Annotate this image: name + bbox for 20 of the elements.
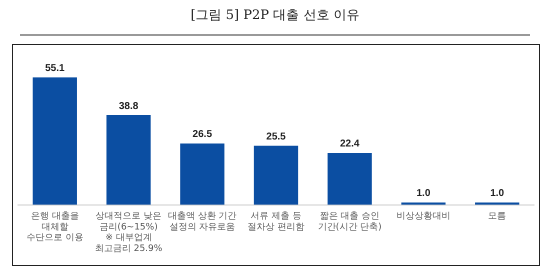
- x-tick-label: 대출액 상환 기간 설정의 자유로움: [168, 212, 237, 232]
- x-tick-label: 모름: [488, 212, 506, 222]
- bar: [328, 152, 372, 205]
- x-tick-label: 상대적으로 낮은 금리(6~15%) ※ 대부업계 최고금리 25.9%: [94, 212, 163, 254]
- data-label: 55.1: [45, 63, 66, 74]
- bar: [106, 115, 151, 205]
- bar: [180, 143, 224, 205]
- x-tick-label: 짧은 대출 승인 기간(시간 단축): [318, 212, 382, 232]
- data-label: 38.8: [118, 100, 139, 112]
- bar: [254, 146, 298, 205]
- data-label: 1.0: [490, 188, 505, 200]
- data-label: 1.0: [416, 188, 431, 200]
- data-label: 26.5: [192, 129, 212, 140]
- chart-title: [그림 5] P2P 대출 선호 이유: [190, 7, 360, 24]
- data-label: 25.5: [266, 132, 286, 143]
- x-tick-label: 은행 대출을 대체할 수단으로 이용: [26, 212, 84, 244]
- x-tick-label: 서류 제출 등 절차상 편리함: [248, 212, 304, 232]
- bar: [32, 77, 77, 205]
- data-label: 22.4: [340, 138, 360, 150]
- x-tick-label: 비상상황대비: [396, 212, 450, 222]
